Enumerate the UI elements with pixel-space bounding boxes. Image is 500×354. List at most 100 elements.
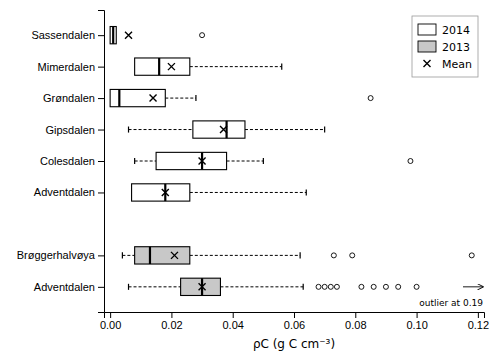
legend-entry: 2014 xyxy=(418,24,470,37)
whisker-cap xyxy=(128,127,129,133)
x-tick: 0.00 xyxy=(100,312,121,331)
x-tick-label: 0.02 xyxy=(161,319,182,331)
y-tick-mark xyxy=(98,287,104,288)
whisker xyxy=(190,255,300,256)
mean-marker xyxy=(199,158,206,165)
median xyxy=(112,27,114,44)
outlier xyxy=(408,159,413,164)
median xyxy=(225,121,227,138)
y-tick-mark xyxy=(98,255,104,256)
y-tick-label: Mimerdalen xyxy=(38,61,95,73)
median xyxy=(149,247,151,264)
box-iqr xyxy=(156,152,226,169)
box xyxy=(110,27,204,44)
whisker-cap xyxy=(122,252,123,258)
legend: 2014 2013 Mean xyxy=(412,16,478,77)
x-tick: 0.08 xyxy=(345,312,366,331)
x-tick-label: 0.00 xyxy=(100,319,121,331)
whisker-cap xyxy=(134,158,135,164)
whisker xyxy=(165,98,196,99)
whisker xyxy=(129,286,181,287)
x-tick-mark xyxy=(171,312,172,318)
x-axis-line xyxy=(105,313,485,319)
x-tick-mark xyxy=(355,312,356,318)
annotation-arrow xyxy=(463,286,483,287)
x-axis-title: ρC (g C cm⁻³) xyxy=(253,337,335,351)
box xyxy=(129,121,325,138)
annotation: outlier at 0.19 xyxy=(419,298,483,308)
box-iqr xyxy=(110,89,165,106)
y-tick: Adventdalen xyxy=(34,186,104,198)
whisker xyxy=(220,286,303,287)
y-tick-label: Brøggerhalvøya xyxy=(17,249,96,261)
outlier xyxy=(396,284,401,289)
whisker xyxy=(227,161,264,162)
whisker xyxy=(190,66,282,67)
mean-marker xyxy=(168,63,175,70)
box-iqr xyxy=(193,121,245,138)
x-tick-label: 0.06 xyxy=(284,319,305,331)
outlier xyxy=(316,284,321,289)
whisker-cap xyxy=(303,284,304,290)
whisker xyxy=(190,192,306,193)
legend-swatch xyxy=(418,41,436,52)
outlier xyxy=(322,284,327,289)
whisker xyxy=(135,161,156,162)
y-tick: Adventdalen xyxy=(34,281,104,293)
y-tick: Gipsdalen xyxy=(45,124,104,136)
whisker xyxy=(122,255,134,256)
x-tick-label: 0.04 xyxy=(222,319,243,331)
outlier xyxy=(469,253,474,258)
y-tick-label: Sassendalen xyxy=(31,29,95,41)
legend-label: 2014 xyxy=(442,24,470,37)
whisker-cap xyxy=(128,284,129,290)
whisker-cap xyxy=(281,64,282,70)
y-tick-mark xyxy=(98,130,104,131)
y-tick-label: Adventdalen xyxy=(34,186,95,198)
x-tick: 0.10 xyxy=(406,312,427,331)
x-tick-label: 0.10 xyxy=(406,319,427,331)
y-tick-mark xyxy=(98,67,104,68)
mean-marker xyxy=(220,126,227,133)
y-tick-mark xyxy=(98,35,104,36)
box xyxy=(122,247,474,264)
whisker-cap xyxy=(195,95,196,101)
y-tick-label: Gipsdalen xyxy=(45,124,95,136)
outlier xyxy=(371,284,376,289)
y-tick: Grøndalen xyxy=(43,92,104,104)
mean-marker xyxy=(199,283,206,290)
box xyxy=(129,278,420,295)
y-tick: Sassendalen xyxy=(31,29,104,41)
outlier xyxy=(368,96,373,101)
whisker-cap xyxy=(306,189,307,195)
y-tick-mark xyxy=(98,192,104,193)
outlier xyxy=(331,253,336,258)
x-tick-mark xyxy=(110,312,111,318)
x-tick: 0.12 xyxy=(468,312,489,331)
outlier xyxy=(328,284,333,289)
median xyxy=(118,89,120,106)
y-tick-mark xyxy=(98,98,104,99)
y-tick: Colesdalen xyxy=(40,155,104,167)
y-tick-label: Colesdalen xyxy=(40,155,95,167)
y-tick: Brøggerhalvøya xyxy=(17,249,104,261)
legend-entry: 2013 xyxy=(418,41,470,54)
whisker xyxy=(245,129,325,130)
outlier xyxy=(383,284,388,289)
legend-swatch xyxy=(418,24,436,35)
mean-marker xyxy=(162,189,169,196)
mean-marker xyxy=(171,252,178,259)
outlier xyxy=(359,284,364,289)
x-tick-mark xyxy=(417,312,418,318)
box xyxy=(110,89,373,106)
whisker-cap xyxy=(263,158,264,164)
mean-marker xyxy=(150,95,157,102)
box-iqr xyxy=(132,184,190,201)
whisker xyxy=(129,129,193,130)
mean-marker xyxy=(125,32,132,39)
box xyxy=(135,152,413,169)
outlier xyxy=(334,284,339,289)
legend-swatch xyxy=(424,60,431,67)
legend-entry: Mean xyxy=(424,58,472,71)
y-tick: Mimerdalen xyxy=(38,61,104,73)
